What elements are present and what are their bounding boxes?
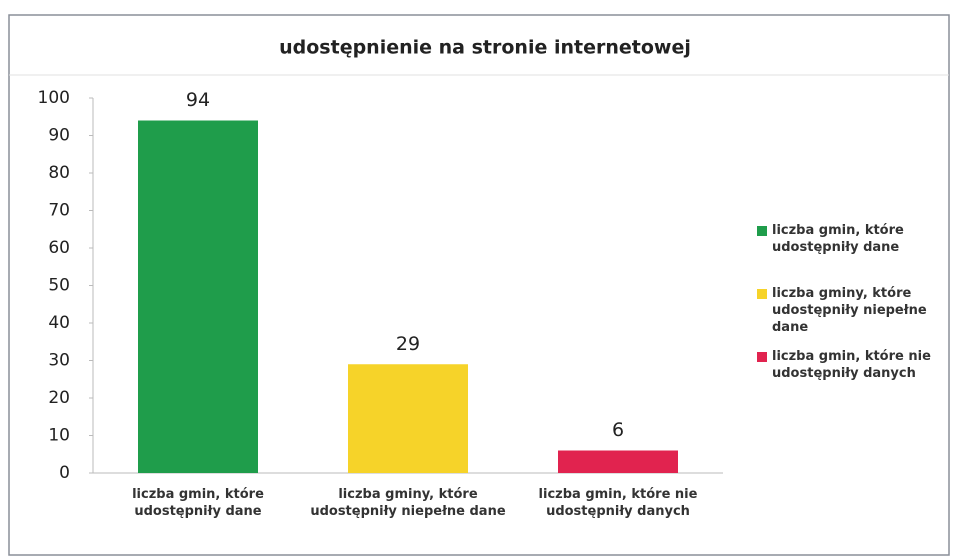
y-tick-label: 70 [48, 201, 70, 221]
x-tick-label: liczba gmin, które nie udostępniły danyc… [538, 487, 698, 519]
y-tick-label: 0 [59, 463, 70, 483]
y-tick-label: 80 [48, 163, 70, 183]
y-tick-label: 90 [48, 126, 70, 146]
chart-title: udostępnienie na stronie internetowej [279, 37, 691, 59]
y-tick-label: 10 [48, 426, 70, 446]
legend-swatch [757, 352, 767, 362]
legend-swatch [757, 226, 767, 236]
value-label: 6 [612, 419, 624, 441]
y-tick-label: 50 [48, 276, 70, 296]
legend-swatch [757, 289, 767, 299]
bar [558, 450, 678, 473]
x-tick-label: liczba gmin, które udostępniły dane [132, 487, 264, 519]
bar [138, 120, 258, 473]
y-tick-label: 100 [38, 88, 70, 108]
y-tick-label: 20 [48, 388, 70, 408]
y-tick-label: 40 [48, 313, 70, 333]
value-label: 94 [186, 89, 210, 111]
legend-label: liczba gminy, które udostępniły niepełne… [772, 286, 927, 335]
legend-label: liczba gmin, które udostępniły dane [772, 223, 904, 255]
y-tick-label: 30 [48, 351, 70, 371]
value-label: 29 [396, 333, 420, 355]
legend-label: liczba gmin, które nie udostępniły danyc… [772, 349, 931, 381]
y-tick-label: 60 [48, 238, 70, 258]
frame [8, 14, 950, 556]
x-tick-label: liczba gminy, które udostępniły niepełne… [310, 487, 506, 519]
bar [348, 364, 468, 473]
